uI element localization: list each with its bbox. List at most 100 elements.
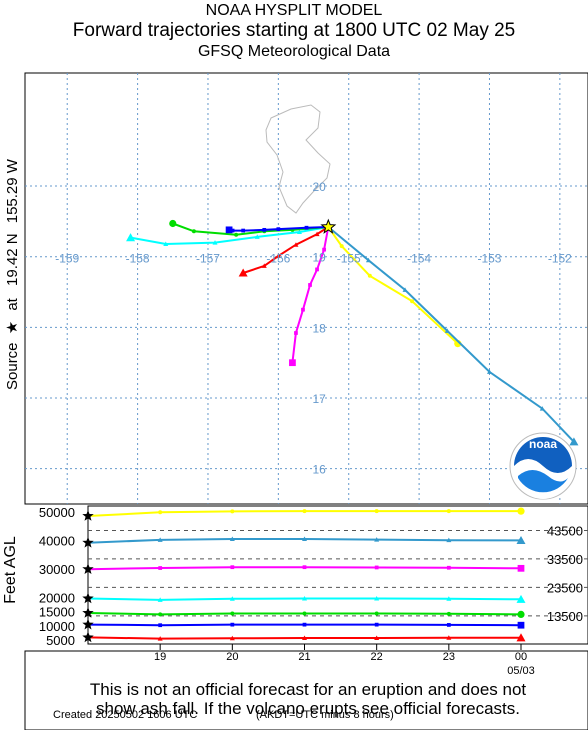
trajectory-point-steelblue: [569, 437, 579, 446]
height-source-star-icon: [82, 536, 94, 548]
time-tick-label: 00: [515, 651, 527, 663]
height-point-steelblue: [446, 537, 452, 543]
trajectory-point-red: [293, 242, 299, 247]
height-tick-label: 20000: [39, 590, 75, 605]
trajectory-point-blue: [225, 226, 233, 234]
height-point-magenta: [230, 565, 235, 570]
trajectory-point-steelblue: [486, 369, 492, 374]
height-gridlines: [88, 529, 588, 617]
lon-tick-label: -153: [477, 252, 501, 266]
lon-tick-label: -159: [55, 252, 79, 266]
island-coastline: [265, 104, 331, 214]
height-point-blue: [374, 622, 379, 627]
trajectory-point-cyan: [212, 240, 218, 245]
height-point-magenta: [517, 564, 525, 572]
created-timestamp: Created 20250502 1606 UTC: [53, 709, 198, 721]
trajectory-point-yellow: [367, 273, 372, 278]
height-right-tick-label: 33500: [547, 552, 583, 567]
trajectory-point-red: [238, 268, 248, 277]
map-trajectories: [126, 218, 579, 446]
trajectory-yellow: [327, 226, 459, 345]
trajectory-point-red: [275, 253, 281, 258]
lon-tick-label: -152: [548, 252, 572, 266]
trajectory-point-steelblue: [365, 257, 371, 263]
height-point-cyan: [516, 594, 526, 603]
height-point-blue: [517, 621, 525, 629]
height-point-cyan: [374, 595, 380, 601]
height-point-green: [302, 611, 307, 616]
height-point-cyan: [446, 596, 452, 601]
trajectory-point-green: [191, 229, 196, 234]
height-point-red: [446, 635, 452, 640]
trajectory-point-steelblue: [402, 287, 408, 292]
lon-tick-label: -154: [407, 252, 431, 266]
trajectory-point-cyan: [254, 234, 260, 239]
height-point-green: [446, 611, 451, 616]
trajectory-point-blue: [262, 227, 267, 232]
height-source-star-icon: [82, 618, 94, 630]
trajectory-point-cyan: [296, 229, 302, 234]
height-tick-label: 50000: [39, 505, 75, 520]
trajectory-point-blue: [230, 228, 235, 233]
height-point-yellow: [446, 509, 451, 514]
height-tick-label: 10000: [39, 619, 75, 634]
lon-tick-label: -158: [126, 252, 150, 266]
height-profiles: [82, 507, 526, 643]
height-point-yellow: [517, 507, 525, 515]
height-source-star-icon: [82, 563, 94, 574]
height-point-green: [374, 611, 379, 616]
height-point-cyan: [229, 596, 235, 601]
height-source-star-icon: [82, 631, 94, 643]
trajectory-steelblue: [327, 226, 575, 443]
height-right-tick-label: 13500: [547, 609, 583, 624]
trajectory-point-red: [261, 263, 267, 268]
height-point-blue: [158, 623, 163, 628]
height-point-steelblue: [374, 537, 380, 542]
star-icon: ★: [4, 321, 21, 334]
time-tick-label: 22: [371, 651, 383, 663]
height-point-cyan: [157, 597, 163, 602]
height-point-steelblue: [157, 537, 163, 542]
height-source-star-icon: [82, 607, 94, 618]
time-tick-label: 21: [298, 651, 310, 663]
trajectory-point-magenta: [294, 331, 298, 335]
trajectory-point-magenta: [322, 247, 326, 252]
trajectory-point-yellow: [410, 299, 415, 304]
height-point-red: [302, 635, 307, 641]
height-point-magenta: [374, 565, 379, 570]
model-name: NOAA HYSPLIT MODEL: [205, 2, 383, 19]
height-point-yellow: [230, 509, 235, 514]
height-source-star-icon: [82, 510, 94, 521]
map-graticule: [25, 73, 588, 504]
trajectory-point-yellow: [339, 244, 344, 249]
time-axis: 19 20 21 22 23 00 05/03: [154, 644, 535, 677]
height-source-star-icon: [82, 592, 94, 604]
disclaimer-text: This is not an official forecast for an …: [28, 680, 588, 718]
noaa-logo: noaa: [509, 432, 577, 500]
trajectory-point-cyan: [163, 241, 169, 246]
trajectory-point-magenta: [308, 283, 312, 287]
height-point-red: [229, 635, 235, 641]
height-point-green: [158, 612, 163, 617]
height-point-yellow: [302, 509, 307, 514]
trajectory-point-green: [234, 232, 239, 237]
trajectory-green: [172, 222, 329, 236]
height-tick-label: 40000: [39, 533, 75, 548]
trajectory-point-steelblue: [444, 328, 450, 333]
source-label: Source ★ at 19.42 N 155.29 W: [4, 158, 21, 390]
height-point-steelblue: [229, 536, 235, 542]
trajectory-magenta: [291, 226, 330, 363]
data-source: GFSQ Meteorological Data: [197, 43, 391, 60]
trajectory-point-red: [314, 231, 320, 237]
time-tick-label: 23: [443, 651, 455, 663]
timezone-note: (AKDT=UTC minus 8 hours): [256, 709, 394, 721]
lat-tick-label: 18: [312, 321, 326, 335]
height-panel-frame: [87, 505, 588, 645]
svg-text:noaa: noaa: [529, 437, 557, 451]
lat-tick-label: 17: [312, 392, 326, 406]
trajectory-point-green: [169, 219, 177, 228]
time-tick-label: 19: [154, 651, 166, 663]
lat-tick-label: 16: [312, 463, 326, 477]
